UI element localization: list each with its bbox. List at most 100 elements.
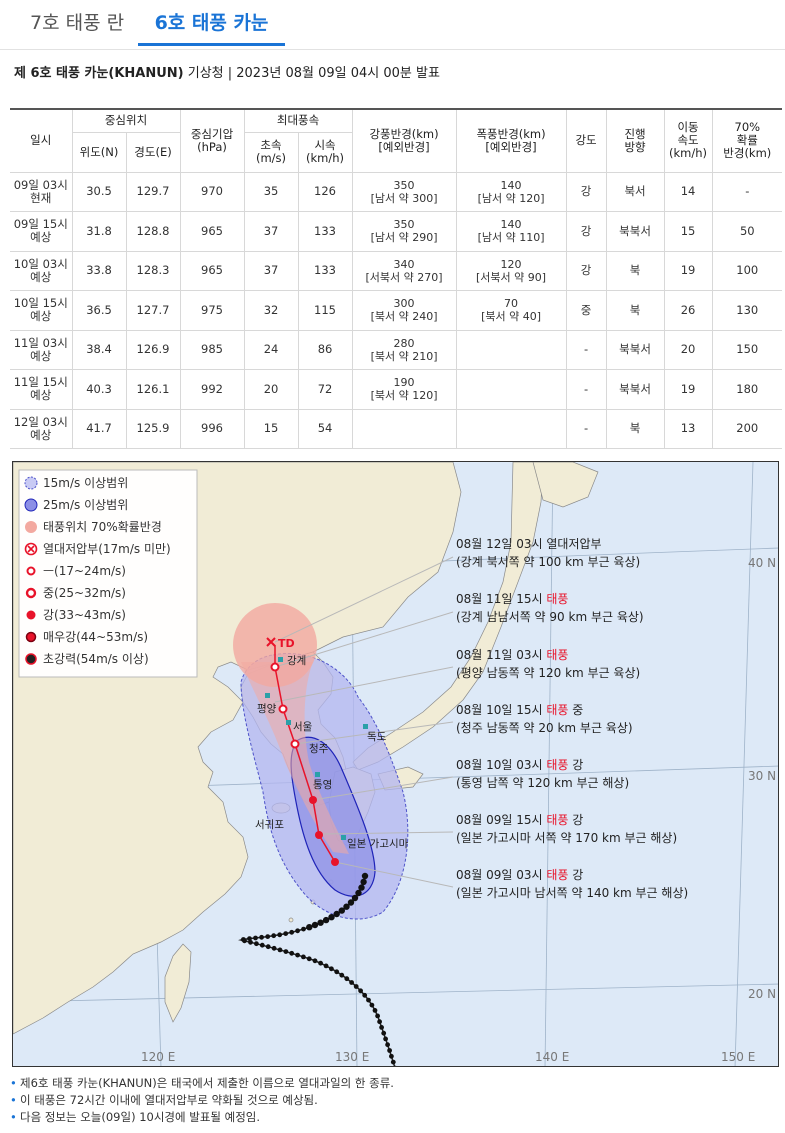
- col-lon: 경도(E): [125, 132, 181, 173]
- forecast-callouts: 08월 12일 03시 열대저압부 (강계 북서쪽 약 100 km 부근 육상)…: [456, 537, 688, 900]
- cell-storm-radius: 120 [서북서 약 90]: [455, 251, 567, 291]
- past-track-point: [295, 928, 300, 934]
- forecast-row: 11일 03시 예상 38.4 126.9 985 24 86 280 [북서 약 210] - 북…: [10, 330, 783, 370]
- past-track-point: [338, 907, 345, 914]
- cell-pressure: 992: [179, 369, 245, 410]
- past-track-point: [312, 958, 318, 964]
- past-track-point: [377, 1019, 382, 1025]
- grid-labels: 40 N 30 N 20 N 120 E 130 E 140 E 150 E: [141, 556, 776, 1064]
- legend-prob-icon: [25, 521, 37, 533]
- past-track-point: [301, 954, 306, 960]
- col-pressure: 중심기압 (hPa): [179, 109, 245, 173]
- past-track-point: [383, 1036, 388, 1042]
- typhoon-tabs: 7호 태풍 란 6호 태풍 카눈: [0, 0, 785, 50]
- cell-strong-radius: 190 [북서 약 120]: [351, 369, 457, 410]
- past-track-point: [361, 872, 369, 880]
- callout-l1: 08월 11일 15시 태풍: [456, 592, 568, 606]
- cell-storm-radius: 140 [남서 약 120]: [455, 172, 567, 212]
- legend-medium-icon: [25, 587, 37, 599]
- td-marker: [266, 637, 276, 647]
- legend-25ms-icon: [24, 498, 38, 512]
- callout-l1: 08월 11일 03시 태풍: [456, 648, 568, 662]
- past-track-point: [289, 950, 295, 956]
- typhoon-point-0903: [331, 858, 339, 866]
- lon-label-140: 140 E: [535, 1050, 569, 1064]
- past-track-point: [265, 934, 271, 939]
- past-track-point: [322, 916, 330, 924]
- tab-typhoon-7[interactable]: 7호 태풍 란: [30, 12, 125, 34]
- note-item: 이 태풍은 72시간 이내에 열대저압부로 약화될 것으로 예상됨.: [10, 1092, 394, 1109]
- callout-l2: (통영 남쪽 약 120 km 부근 해상): [456, 775, 629, 790]
- cell-intensity: -: [565, 330, 607, 370]
- lon-label-120: 120 E: [141, 1050, 175, 1064]
- col-strong-radius: 강풍반경(km) [예외반경]: [351, 109, 457, 173]
- past-track-point: [358, 988, 363, 994]
- tab-typhoon-6[interactable]: 6호 태풍 카눈: [138, 8, 285, 46]
- note-item: 제6호 태풍 카눈(KHANUN)은 태국에서 제출한 이름으로 열대과일의 한…: [10, 1075, 394, 1092]
- past-track-point: [306, 924, 313, 931]
- cell-lon: 126.1: [125, 369, 181, 410]
- place-dokdo: 독도: [367, 731, 387, 743]
- lat-label-40: 40 N: [748, 556, 776, 570]
- cell-lon: 126.9: [125, 330, 181, 370]
- past-track-point: [253, 935, 258, 941]
- typhoon-point-1015: [290, 739, 300, 749]
- cell-pressure: 965: [179, 211, 245, 252]
- past-track-point: [349, 980, 354, 985]
- lat-label-30: 30 N: [748, 769, 776, 783]
- cell-storm-radius: [455, 369, 567, 410]
- cell-lat: 40.3: [71, 369, 126, 410]
- forecast-row: 12일 03시 예상 41.7 125.9 996 15 54 - 북 13 200: [10, 409, 783, 449]
- cell-pressure: 965: [179, 251, 245, 291]
- callout-l1: 08월 09일 15시 태풍 강: [456, 813, 583, 827]
- cell-strong-radius: 340 [서북서 약 270]: [351, 251, 457, 291]
- cell-pressure: 975: [179, 290, 245, 331]
- cell-wind-ms: 37: [243, 251, 299, 291]
- cell-speed: 26: [663, 290, 713, 331]
- typhoon-track-map: TD 강계 평양 서울 청주 통영 독도 서귀포 일본 가고시마 40 N 30…: [12, 461, 779, 1067]
- cell-wind-kmh: 115: [297, 290, 353, 331]
- cell-lat: 41.7: [71, 409, 126, 449]
- past-track-point: [387, 1048, 392, 1053]
- cell-lon: 129.7: [125, 172, 181, 212]
- cell-pressure: 970: [179, 172, 245, 212]
- lon-label-150: 150 E: [721, 1050, 755, 1064]
- forecast-row: 09일 03시 현재 30.5 129.7 970 35 126 350 [남서 약 300] 1…: [10, 172, 783, 212]
- cell-wind-ms: 35: [243, 172, 299, 212]
- past-track-point: [362, 992, 368, 998]
- cell-wind-ms: 15: [243, 409, 299, 449]
- cell-wind-kmh: 86: [297, 330, 353, 370]
- callout-l2: (일본 가고시마 서쪽 약 170 km 부근 해상): [456, 830, 677, 845]
- cell-time: 09일 03시 현재: [10, 172, 72, 212]
- cell-speed: 19: [663, 251, 713, 291]
- cell-intensity: 중: [565, 290, 607, 331]
- cell-direction: 북북서: [605, 211, 665, 252]
- cell-time: 10일 15시 예상: [10, 290, 72, 331]
- cell-direction: 북북서: [605, 369, 665, 410]
- col-wind-kmh: 시속 (km/h): [297, 132, 353, 173]
- past-track-point: [390, 1059, 396, 1065]
- cell-storm-radius: 140 [남서 약 110]: [455, 211, 567, 252]
- cell-intensity: 강: [565, 251, 607, 291]
- past-track-point: [351, 894, 359, 902]
- place-seoul: 서울: [293, 721, 313, 733]
- cell-time: 11일 15시 예상: [10, 369, 72, 410]
- typhoon-point-1103: [278, 704, 288, 714]
- past-track-point: [343, 903, 350, 910]
- cell-lon: 127.7: [125, 290, 181, 331]
- bulletin-source: 기상청 | 2023년 08월 09일 04시 00분 발표: [183, 66, 440, 81]
- col-wind-ms: 초속 (m/s): [243, 132, 299, 173]
- place-gangye: 강계: [287, 655, 306, 667]
- cell-strong-radius: 280 [북서 약 210]: [351, 330, 457, 370]
- past-track-point: [389, 1053, 394, 1059]
- cell-time: 10일 03시 예상: [10, 251, 72, 291]
- past-track-point: [271, 933, 277, 939]
- legend-weak: ㅡ(17~24m/s): [43, 564, 126, 578]
- cell-speed: 20: [663, 330, 713, 370]
- legend-15ms-icon: [24, 476, 38, 490]
- past-track-point: [339, 972, 345, 978]
- past-track-point: [247, 936, 252, 941]
- past-track-point: [369, 1002, 375, 1008]
- cell-probability: 150: [711, 330, 783, 370]
- past-track-point: [318, 960, 323, 966]
